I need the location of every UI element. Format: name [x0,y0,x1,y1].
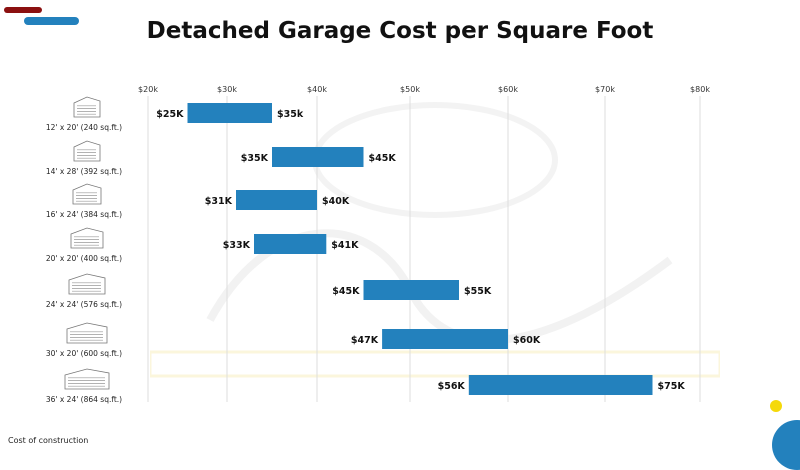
garage-icon [64,368,110,390]
low-value-label: $25K [156,109,184,120]
garage-icon [73,96,101,118]
x-tick-label: $70k [595,85,615,94]
x-tick-label: $50k [400,85,420,94]
cost-range-bar [187,103,272,123]
category-label: 36' x 24' (864 sq.ft.) [46,395,122,404]
low-value-label: $33K [223,240,251,251]
low-value-label: $45K [332,286,360,297]
footer-note: Cost of construction [8,436,89,445]
x-tick-label: $40k [307,85,327,94]
cost-range-bar [254,234,327,254]
category-label: 24' x 24' (576 sq.ft.) [46,300,122,309]
category-label: 30' x 20' (600 sq.ft.) [46,349,122,358]
cost-range-bar [382,329,508,349]
chart-title: Detached Garage Cost per Square Foot [146,18,654,44]
garage-icon [70,227,104,249]
cost-range-bar [363,280,459,300]
high-value-label: $55K [464,286,492,297]
high-value-label: $75K [658,381,686,392]
x-tick-label: $20k [138,85,158,94]
garage-icon [66,322,108,344]
low-value-label: $31K [205,196,233,207]
cost-range-bar [468,375,653,395]
cost-range-bar [236,190,317,210]
x-tick-label: $80k [690,85,710,94]
high-value-label: $60K [513,335,541,346]
decor-yellow-dot [770,400,782,412]
garage-icon [73,140,101,162]
low-value-label: $35K [241,153,269,164]
high-value-label: $40K [322,196,350,207]
high-value-label: $35k [277,109,304,120]
range-bar-chart: $20k $30k $40k $50k $60k $70k $80k 12' x 20' (2… [46,85,710,404]
decor-blue-bar [24,17,79,25]
category-label: 14' x 28' (392 sq.ft.) [46,167,122,176]
x-tick-label: $60k [498,85,518,94]
category-label: 16' x 24' (384 sq.ft.) [46,210,122,219]
decor-red-bar [4,7,42,13]
high-value-label: $45K [369,153,397,164]
high-value-label: $41K [331,240,359,251]
category-label: 12' x 20' (240 sq.ft.) [46,123,122,132]
x-tick-label: $30k [217,85,237,94]
low-value-label: $47K [351,335,379,346]
garage-icon [72,183,102,205]
category-label: 20' x 20' (400 sq.ft.) [46,254,122,263]
low-value-label: $56K [438,381,466,392]
cost-range-bar [272,147,364,167]
garage-icon [68,273,106,295]
